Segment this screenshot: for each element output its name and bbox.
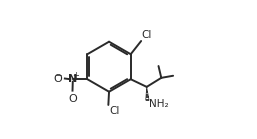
Text: NH₂: NH₂	[150, 99, 169, 109]
Text: O: O	[53, 74, 62, 84]
Text: −: −	[54, 70, 62, 79]
Text: Cl: Cl	[142, 30, 152, 40]
Text: Cl: Cl	[109, 106, 120, 116]
Text: O: O	[68, 94, 77, 104]
Text: +: +	[72, 71, 79, 80]
Text: N: N	[68, 74, 77, 84]
